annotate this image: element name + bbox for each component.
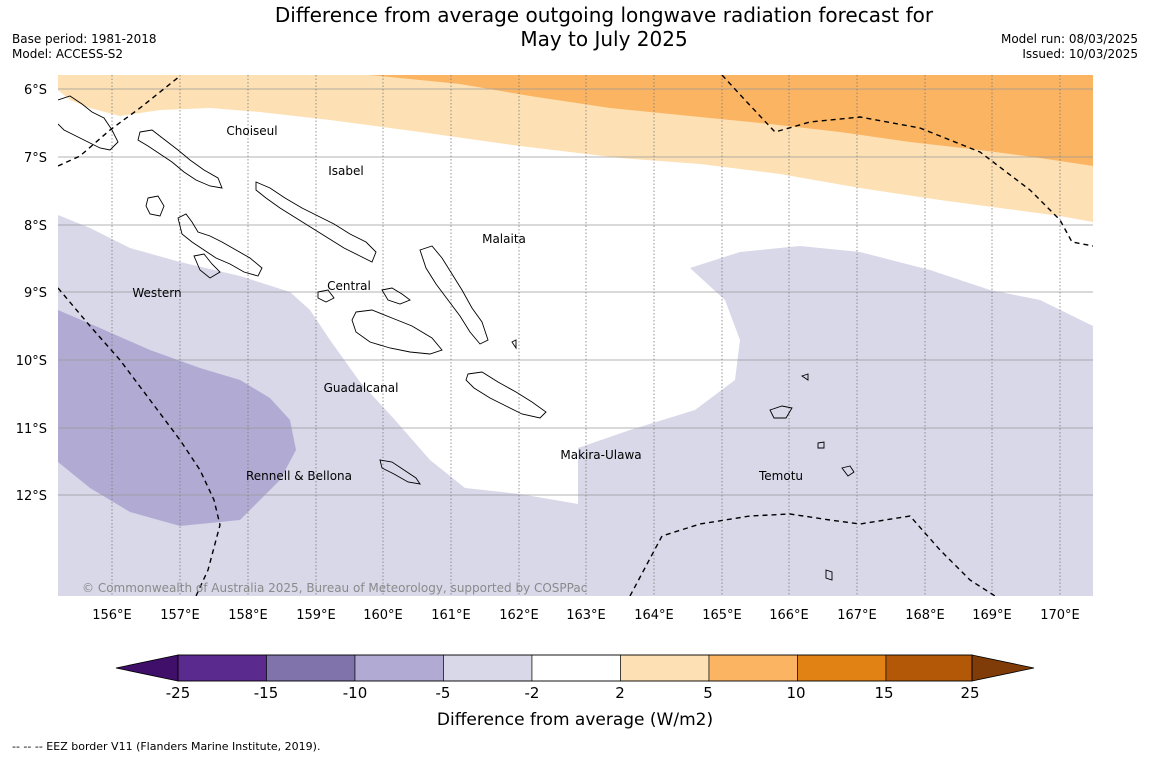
lat-label: 8°S — [24, 219, 47, 234]
island-outlines — [58, 95, 855, 581]
colorbar-label: Difference from average (W/m2) — [436, 710, 714, 730]
issued-text: Issued: 10/03/2025 — [1022, 47, 1138, 61]
colorbar-tick: -2 — [524, 684, 540, 702]
contour-orange-mid — [370, 75, 1093, 166]
island-new-georgia — [177, 213, 263, 277]
colorbar-max-arrow — [971, 654, 1035, 682]
eez-footnote: -- -- -- EEZ border V11 (Flanders Marine… — [12, 740, 321, 753]
island-tikopia — [825, 569, 833, 581]
lon-label: 160°E — [363, 608, 403, 623]
colorbar-tick: 5 — [703, 684, 713, 702]
meta-left: Base period: 1981-2018 Model: ACCESS-S2 — [12, 32, 157, 62]
label-makira-ulawa: Makira-Ulawa — [560, 448, 641, 462]
contour-purple-mid — [58, 310, 296, 526]
province-labels: Choiseul Isabel Malaita Western Central … — [132, 124, 803, 483]
lat-label: 9°S — [24, 286, 47, 301]
island-malaita — [419, 245, 489, 345]
lon-label: 168°E — [905, 608, 945, 623]
island-ontong — [511, 339, 517, 350]
label-malaita: Malaita — [482, 232, 526, 246]
title-line-1: Difference from average outgoing longwav… — [274, 3, 934, 27]
colorbar-tick: 15 — [874, 684, 894, 702]
lon-label: 159°E — [296, 608, 336, 623]
lon-label: 156°E — [92, 608, 132, 623]
label-guadalcanal: Guadalcanal — [324, 381, 399, 395]
island-vella-lavella — [145, 195, 165, 217]
lon-label: 167°E — [837, 608, 877, 623]
copyright-text: © Commonwealth of Australia 2025, Bureau… — [82, 581, 587, 595]
label-isabel: Isabel — [328, 164, 363, 178]
island-bougainville — [58, 95, 119, 151]
chart-title: Difference from average outgoing longwav… — [204, 3, 1004, 51]
island-russell — [317, 289, 335, 303]
label-central: Central — [327, 279, 371, 293]
island-utupua — [817, 441, 825, 449]
lon-label: 165°E — [702, 608, 742, 623]
colorbar-frame — [177, 654, 973, 682]
colorbar-tick: -15 — [253, 684, 279, 702]
lon-label: 158°E — [228, 608, 268, 623]
colorbar-tick: 25 — [960, 684, 980, 702]
longitude-gridlines — [111, 75, 1061, 596]
lat-label: 6°S — [24, 83, 47, 98]
colorbar-tick: 10 — [786, 684, 806, 702]
colorbar-segment — [177, 654, 267, 682]
colorbar — [115, 654, 1035, 682]
lon-label: 163°E — [566, 608, 606, 623]
colorbar-segment — [443, 654, 533, 682]
lat-label: 7°S — [24, 151, 47, 166]
island-rennell — [379, 459, 421, 485]
lat-label: 12°S — [16, 489, 47, 504]
label-temotu: Temotu — [758, 469, 803, 483]
lon-label: 169°E — [972, 608, 1012, 623]
colorbar-tick: -5 — [435, 684, 451, 702]
map-plot-area: Choiseul Isabel Malaita Western Central … — [58, 75, 1093, 596]
colorbar-segment — [797, 654, 887, 682]
colorbar-segment — [266, 654, 356, 682]
lat-label: 10°S — [16, 354, 47, 369]
meta-right: Model run: 08/03/2025 Issued: 10/03/2025 — [1001, 32, 1138, 62]
colorbar-segment — [354, 654, 444, 682]
eez-border — [58, 75, 1093, 596]
colorbar-segment — [885, 654, 973, 682]
lon-label: 162°E — [499, 608, 539, 623]
island-vanikoro — [841, 465, 855, 477]
colorbar-tick: -10 — [342, 684, 368, 702]
island-nggela — [381, 287, 411, 305]
base-period-text: Base period: 1981-2018 — [12, 32, 157, 46]
island-reef — [800, 373, 809, 381]
lat-label: 11°S — [16, 422, 47, 437]
island-guadalcanal — [351, 309, 443, 355]
model-text: Model: ACCESS-S2 — [12, 47, 124, 61]
lon-label: 166°E — [769, 608, 809, 623]
colorbar-tick: -25 — [165, 684, 191, 702]
label-western: Western — [132, 286, 181, 300]
label-rennell-bellona: Rennell & Bellona — [246, 469, 352, 483]
lon-label: 164°E — [634, 608, 674, 623]
lon-label: 157°E — [160, 608, 200, 623]
island-santa-isabel — [255, 181, 377, 263]
island-rendova — [193, 253, 221, 279]
colorbar-segment — [531, 654, 621, 682]
model-run-text: Model run: 08/03/2025 — [1000, 32, 1138, 46]
island-choiseul — [137, 129, 223, 189]
island-makira — [465, 371, 547, 419]
lon-label: 170°E — [1040, 608, 1080, 623]
colorbar-segment — [620, 654, 710, 682]
label-choiseul: Choiseul — [226, 124, 277, 138]
latitude-gridlines — [58, 88, 1093, 496]
contour-purple-light — [58, 215, 1093, 596]
colorbar-min-arrow — [115, 654, 179, 682]
island-santa-cruz — [769, 405, 793, 419]
lon-tick-labels: 156°E 157°E 158°E 159°E 160°E 161°E 162°… — [92, 608, 1080, 623]
colorbar-segment — [708, 654, 798, 682]
title-line-2: May to July 2025 — [520, 27, 688, 51]
lon-label: 161°E — [431, 608, 471, 623]
lat-tick-labels: 6°S 7°S 8°S 9°S 10°S 11°S 12°S — [16, 83, 47, 504]
colorbar-tick: 2 — [615, 684, 625, 702]
